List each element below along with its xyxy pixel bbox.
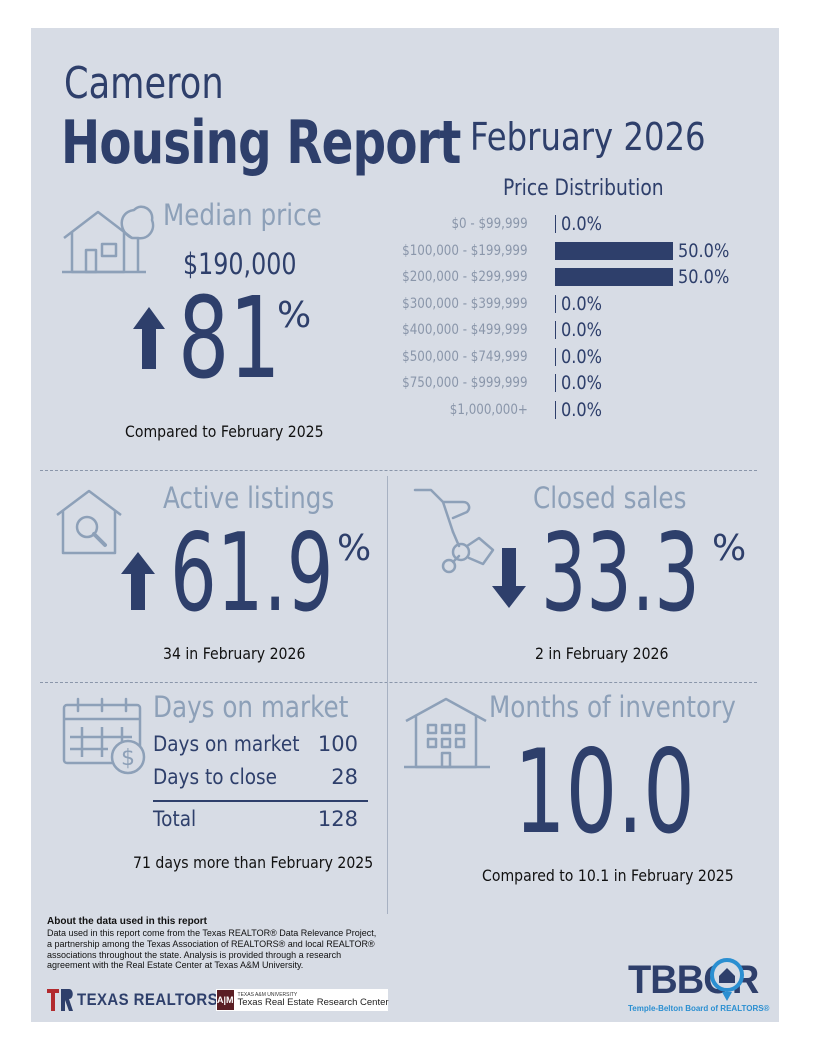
price-distribution-value: 0.0%	[561, 292, 603, 315]
report-month: February 2026	[470, 115, 706, 159]
hand-keys-icon	[413, 488, 497, 583]
about-section: About the data used in this report Data …	[47, 916, 377, 971]
closed-sales-pct-symbol: %	[712, 528, 747, 569]
price-distribution-value: 0.0%	[561, 398, 603, 421]
months-inventory-value: 10.0	[514, 725, 695, 860]
about-title: About the data used in this report	[47, 916, 208, 927]
closed-sales-label: Closed sales	[533, 481, 687, 515]
months-inventory-label: Months of inventory	[489, 690, 736, 724]
dom-row-value: 28	[331, 765, 358, 789]
price-range-label: $400,000 - $499,999	[402, 322, 528, 338]
active-listings-change: 61.9	[170, 511, 334, 636]
svg-text:$: $	[121, 746, 135, 771]
dom-row-label: Days on market	[153, 732, 300, 756]
texas-realtors-logo: TEXAS REALTORS	[47, 989, 237, 1011]
house-magnifier-icon	[53, 487, 125, 564]
dom-total-rule	[153, 800, 368, 802]
price-range-label: $1,000,000+	[449, 401, 528, 418]
report-title: Housing Report	[61, 108, 461, 178]
calendar-dollar-icon: $	[62, 697, 152, 782]
price-distribution-title: Price Distribution	[503, 176, 664, 201]
price-distribution-bar	[555, 374, 556, 392]
dom-row-days-on-market: Days on market 100	[153, 732, 358, 756]
price-distribution-row: $500,000 - $749,999 0.0%	[380, 345, 760, 371]
price-distribution-value: 50.0%	[678, 266, 730, 288]
texas-realtors-text: TEXAS REALTORS	[77, 990, 219, 1009]
dom-total-value: 128	[317, 807, 358, 831]
dom-row-label: Days to close	[153, 765, 278, 789]
price-distribution-value: 0.0%	[561, 213, 603, 235]
price-distribution-bar	[555, 215, 556, 233]
price-distribution-row: $100,000 - $199,999 50.0%	[380, 239, 760, 265]
price-distribution-bar	[555, 241, 673, 260]
median-price-change: 81	[178, 274, 281, 404]
price-distribution-value: 0.0%	[561, 372, 603, 394]
active-listings-label: Active listings	[163, 481, 335, 515]
price-distribution-row: $200,000 - $299,999 50.0%	[380, 265, 760, 291]
tamu-center-text: Texas Real Estate Research Center	[237, 996, 389, 1008]
active-listings-pct-symbol: %	[337, 528, 372, 569]
location-pin-home-icon	[710, 958, 744, 1001]
price-distribution-bar	[555, 400, 556, 419]
price-range-label: $100,000 - $199,999	[402, 242, 528, 259]
tbbor-logo: TBBOR Temple-Belton Board of REALTORS®	[628, 958, 772, 1013]
tbbor-subtitle: Temple-Belton Board of REALTORS®	[628, 1004, 770, 1013]
divider-middle	[40, 682, 757, 683]
house-tree-icon	[60, 202, 156, 278]
city-name: Cameron	[64, 58, 224, 109]
median-price-value: $190,000	[183, 247, 297, 281]
divider-vertical	[387, 476, 388, 914]
median-price-label: Median price	[163, 198, 322, 232]
median-price-pct-symbol: %	[277, 295, 312, 336]
price-distribution-row: $400,000 - $499,999 0.0%	[380, 318, 760, 344]
median-price-caption: Compared to February 2025	[125, 422, 324, 441]
price-distribution-bar	[555, 294, 556, 313]
price-distribution-bar	[555, 321, 556, 339]
arrow-up-icon	[133, 307, 165, 374]
about-text: Data used in this report come from the T…	[47, 928, 377, 971]
tamu-university-text: TEXAS A&M UNIVERSITY	[237, 991, 298, 998]
divider-top	[40, 470, 757, 471]
closed-sales-change: 33.3	[541, 511, 700, 636]
price-range-label: $0 - $99,999	[451, 216, 528, 232]
arrow-down-icon	[492, 548, 526, 613]
price-distribution-row: $1,000,000+ 0.0%	[380, 398, 760, 424]
price-distribution-value: 0.0%	[561, 345, 603, 368]
price-range-label: $500,000 - $749,999	[402, 348, 528, 365]
price-distribution-value: 0.0%	[561, 319, 603, 341]
dom-row-value: 100	[317, 732, 358, 756]
dom-row-days-to-close: Days to close 28	[153, 765, 358, 789]
dom-row-total: Total 128	[153, 807, 358, 831]
price-distribution-bar	[555, 347, 556, 366]
price-distribution-row: $750,000 - $999,999 0.0%	[380, 371, 760, 397]
dom-total-label: Total	[153, 807, 197, 831]
days-on-market-caption: 71 days more than February 2025	[133, 853, 374, 872]
price-range-label: $200,000 - $299,999	[402, 269, 528, 285]
price-range-label: $300,000 - $399,999	[402, 295, 528, 312]
months-inventory-caption: Compared to 10.1 in February 2025	[482, 866, 734, 885]
active-listings-caption: 34 in February 2026	[163, 644, 306, 663]
closed-sales-caption: 2 in February 2026	[535, 644, 669, 663]
arrow-up-icon	[121, 552, 155, 615]
texas-realtors-mark-icon	[47, 989, 73, 1011]
tamu-logo: A|M TEXAS A&M UNIVERSITY Texas Real Esta…	[216, 989, 389, 1011]
price-distribution-row: $0 - $99,999 0.0%	[380, 212, 760, 238]
report-panel	[31, 28, 779, 1022]
price-range-label: $750,000 - $999,999	[402, 375, 528, 391]
tamu-mark-icon: A|M	[217, 990, 234, 1010]
days-on-market-label: Days on market	[153, 690, 349, 724]
price-distribution-bar	[555, 268, 673, 286]
price-distribution-value: 50.0%	[678, 239, 730, 262]
price-distribution-row: $300,000 - $399,999 0.0%	[380, 292, 760, 318]
apartment-building-icon	[402, 697, 492, 778]
